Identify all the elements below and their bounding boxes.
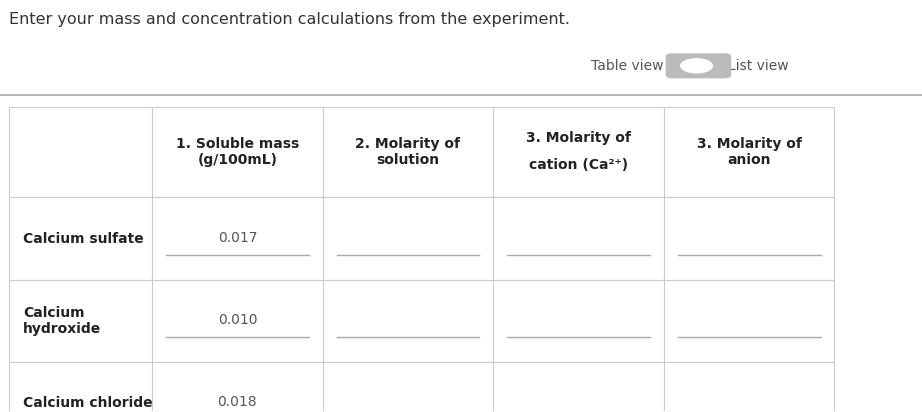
Text: Enter your mass and concentration calculations from the experiment.: Enter your mass and concentration calcul… [9,12,570,27]
Text: Calcium sulfate: Calcium sulfate [23,232,144,246]
Text: Calcium
hydroxide: Calcium hydroxide [23,306,101,336]
Text: cation (Ca²⁺): cation (Ca²⁺) [529,157,628,171]
Bar [664,107,834,197]
Bar [493,107,664,197]
Bar [664,280,834,362]
Bar [9,362,152,412]
Text: 0.018: 0.018 [218,395,257,409]
Text: Table view: Table view [591,59,664,73]
Bar [9,107,152,197]
Text: List view: List view [728,59,789,73]
Bar [323,197,493,280]
Bar [493,280,664,362]
Text: 3. Molarity of: 3. Molarity of [526,131,631,145]
Text: 0.017: 0.017 [218,231,257,245]
Bar [9,197,152,280]
Circle shape [680,59,713,73]
Bar [152,362,323,412]
Bar [323,107,493,197]
FancyBboxPatch shape [666,53,731,78]
Bar [493,197,664,280]
Bar [323,362,493,412]
Bar [323,280,493,362]
Text: 1. Soluble mass
(g/100mL): 1. Soluble mass (g/100mL) [176,137,299,167]
Bar [152,107,323,197]
Bar [493,362,664,412]
Bar [664,197,834,280]
Text: Calcium chloride: Calcium chloride [23,396,153,410]
Bar [152,280,323,362]
Text: 2. Molarity of
solution: 2. Molarity of solution [356,137,460,167]
Bar [664,362,834,412]
Bar [152,197,323,280]
Bar [9,280,152,362]
Text: 3. Molarity of
anion: 3. Molarity of anion [697,137,801,167]
Text: 0.010: 0.010 [218,313,257,327]
